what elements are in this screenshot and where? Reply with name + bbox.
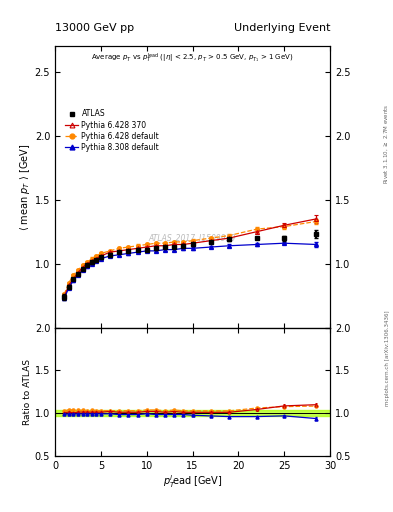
Legend: ATLAS, Pythia 6.428 370, Pythia 6.428 default, Pythia 8.308 default: ATLAS, Pythia 6.428 370, Pythia 6.428 de…	[62, 106, 162, 155]
Text: Underlying Event: Underlying Event	[233, 23, 330, 33]
Text: Rivet 3.1.10, $\geq$ 2.7M events: Rivet 3.1.10, $\geq$ 2.7M events	[383, 103, 390, 184]
Text: 13000 GeV pp: 13000 GeV pp	[55, 23, 134, 33]
Y-axis label: Ratio to ATLAS: Ratio to ATLAS	[23, 359, 32, 424]
Text: Average $p_T$ vs $p_T^{\rm lead}$ ($|\eta|$ < 2.5, $p_T$ > 0.5 GeV, $p_{T_1}$ > : Average $p_T$ vs $p_T^{\rm lead}$ ($|\et…	[91, 52, 294, 65]
Text: ATLAS_2017_I1509919: ATLAS_2017_I1509919	[149, 233, 236, 242]
X-axis label: $p_T^l\!$ead [GeV]: $p_T^l\!$ead [GeV]	[163, 473, 222, 490]
Y-axis label: $\langle$ mean $p_T$ $\rangle$ [GeV]: $\langle$ mean $p_T$ $\rangle$ [GeV]	[18, 143, 32, 230]
Bar	[55, 410, 330, 416]
Text: mcplots.cern.ch [arXiv:1306.3436]: mcplots.cern.ch [arXiv:1306.3436]	[385, 311, 390, 406]
